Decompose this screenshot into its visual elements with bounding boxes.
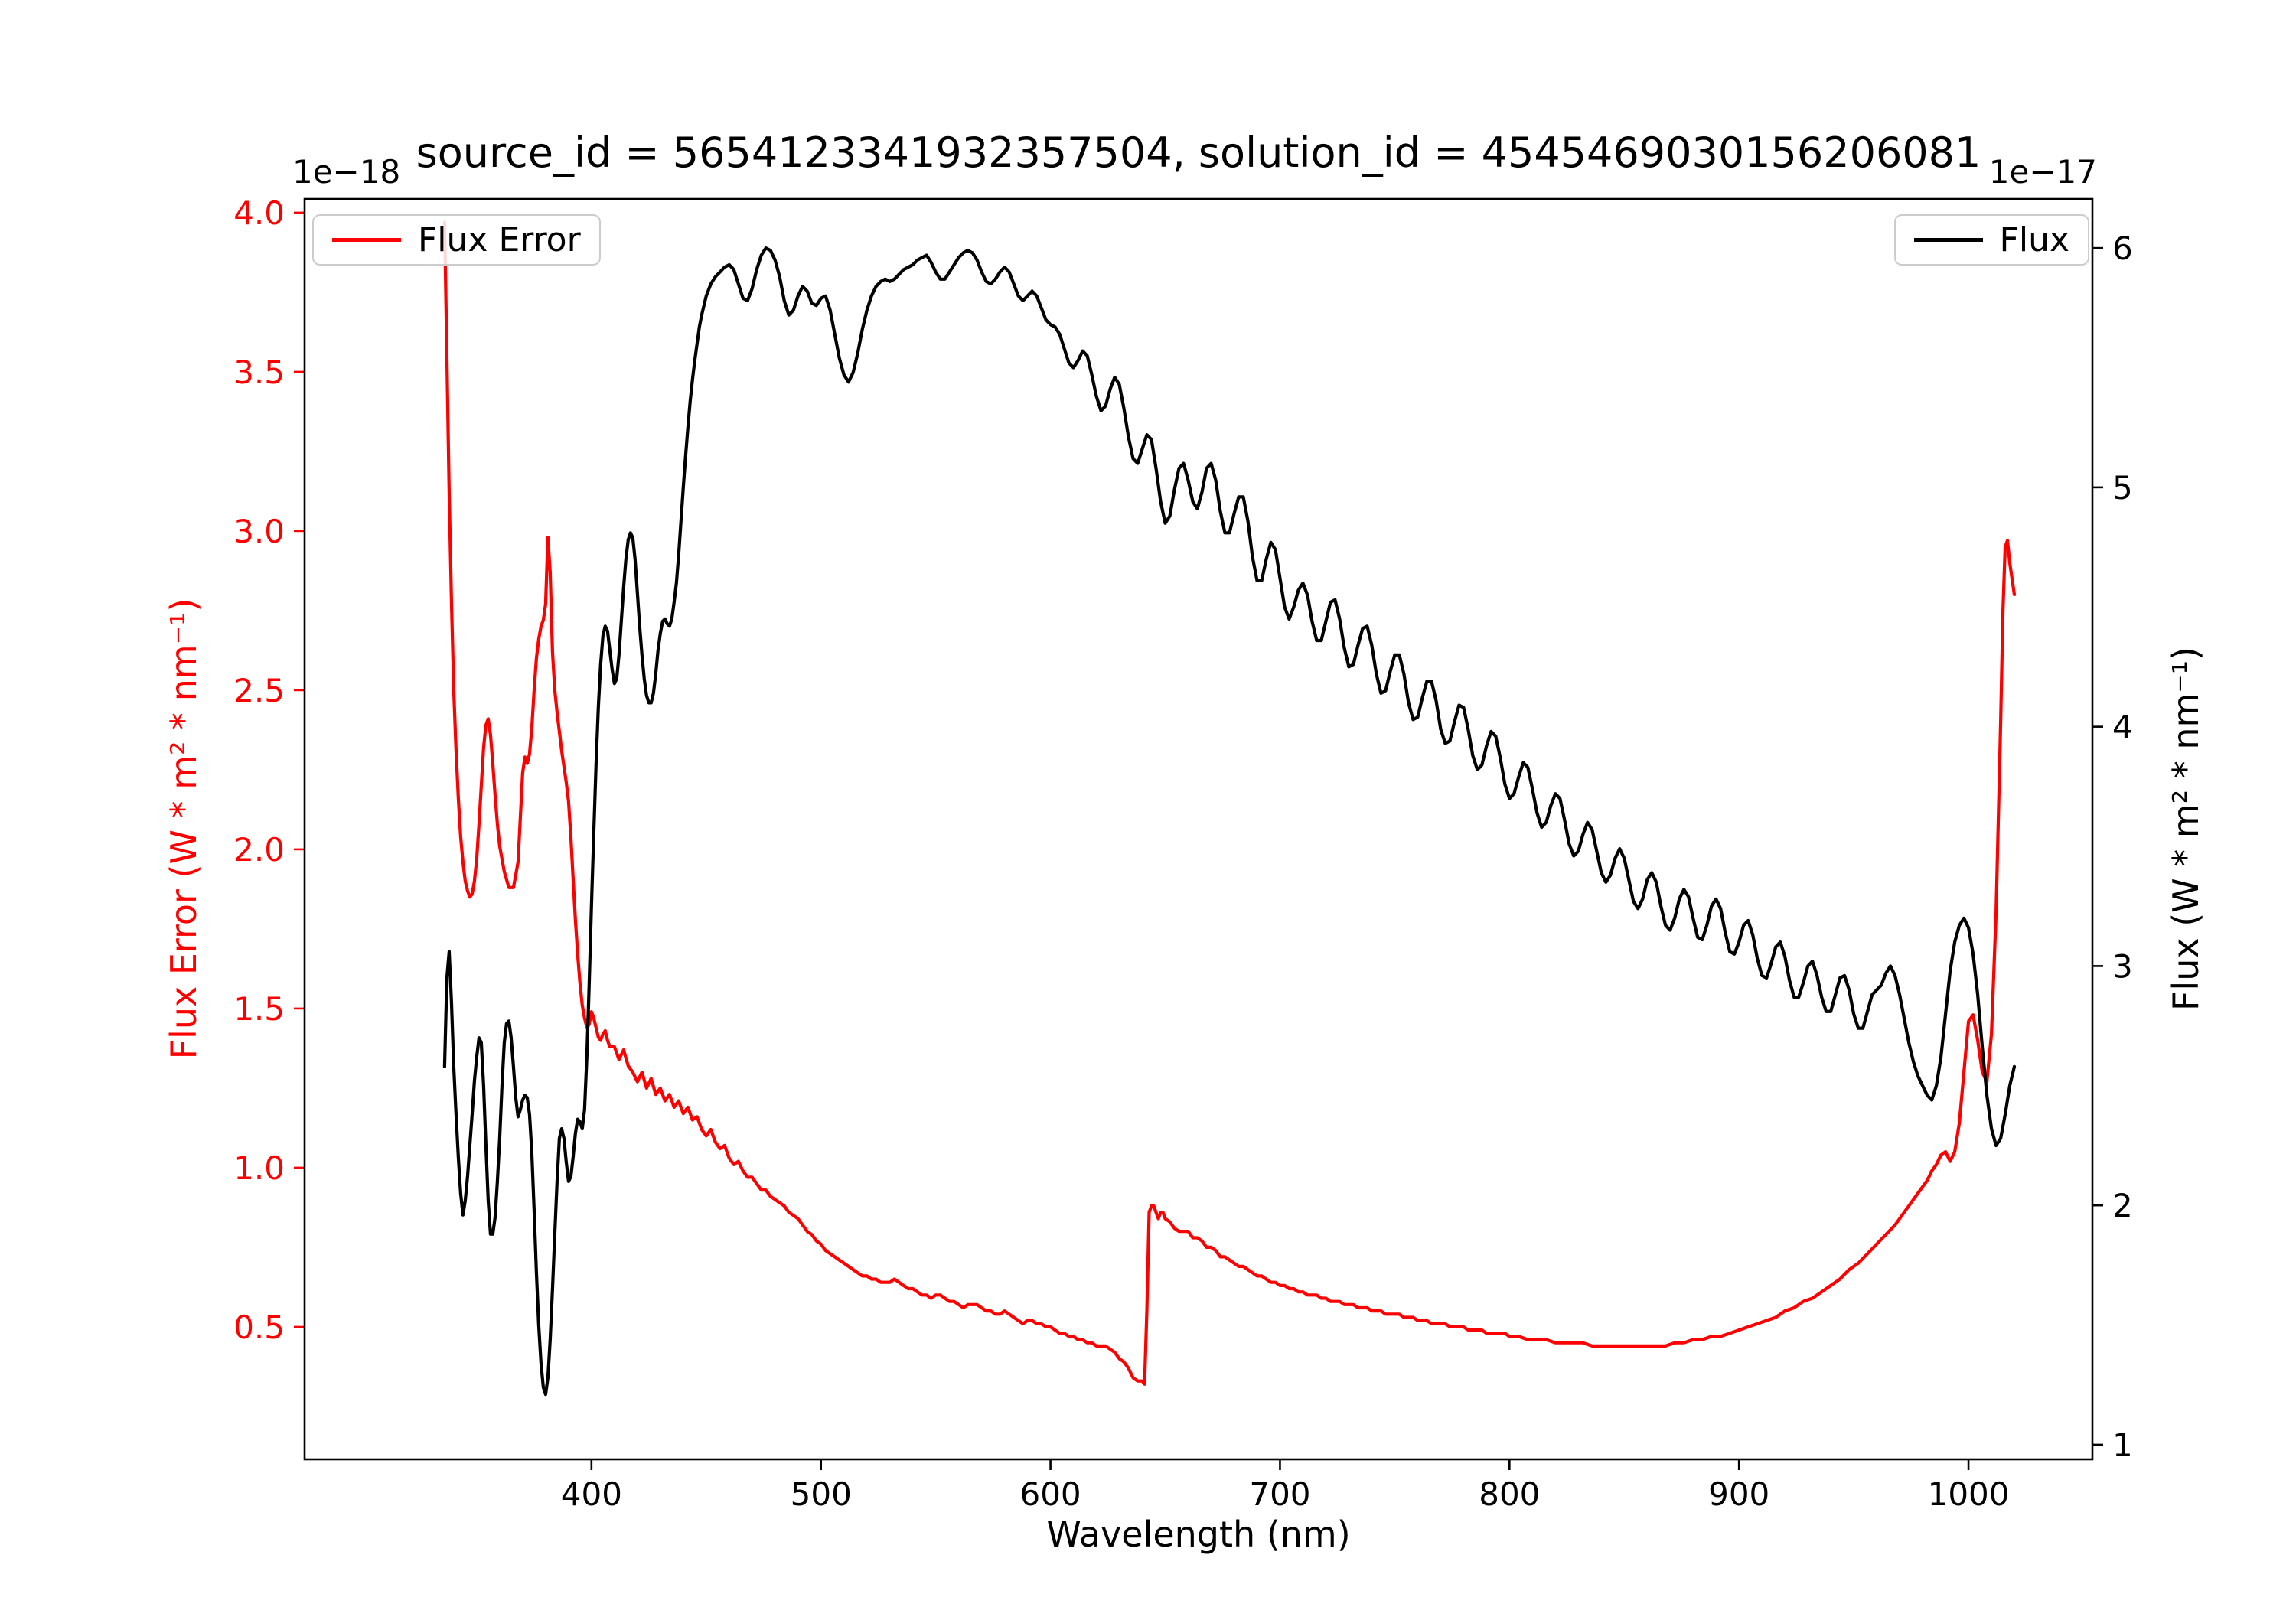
legend-flux-label: Flux bbox=[1999, 220, 2069, 259]
left-y-tick-label: 3.0 bbox=[233, 513, 285, 550]
right-y-tick-label: 1 bbox=[2112, 1426, 2133, 1464]
left-y-tick-label: 0.5 bbox=[233, 1309, 285, 1346]
plot-border bbox=[303, 197, 2094, 1461]
left-y-tick-label: 2.5 bbox=[233, 672, 285, 709]
flux-error-line bbox=[442, 220, 2017, 1386]
legend-flux-error-label: Flux Error bbox=[418, 220, 581, 259]
x-tick-label: 800 bbox=[1479, 1475, 1540, 1513]
x-tick-label: 700 bbox=[1249, 1475, 1310, 1513]
x-tick-label: 400 bbox=[561, 1475, 622, 1513]
flux-line-sample bbox=[1913, 238, 1983, 242]
x-tick-label: 500 bbox=[791, 1475, 852, 1513]
right-y-tick-label: 5 bbox=[2112, 469, 2133, 507]
legend-flux-error: Flux Error bbox=[312, 214, 601, 266]
right-y-tick-label: 2 bbox=[2112, 1187, 2133, 1224]
left-axis-offset-text: 1e−18 bbox=[292, 153, 401, 191]
left-y-tick-label: 4.0 bbox=[233, 194, 285, 232]
right-y-tick-label: 6 bbox=[2112, 230, 2133, 267]
chart-title: source_id = 5654123341932357504, solutio… bbox=[416, 129, 1981, 177]
legend-flux: Flux bbox=[1893, 214, 2089, 266]
left-y-tick-label: 1.5 bbox=[233, 990, 285, 1028]
x-tick-label: 900 bbox=[1708, 1475, 1769, 1513]
x-tick-label: 1000 bbox=[1928, 1475, 2010, 1513]
flux-error-line-sample bbox=[332, 238, 401, 242]
x-axis-label: Wavelength (nm) bbox=[1046, 1514, 1351, 1555]
right-y-tick-label: 3 bbox=[2112, 947, 2133, 985]
right-y-tick-label: 4 bbox=[2112, 709, 2133, 746]
x-tick-label: 600 bbox=[1019, 1475, 1081, 1513]
flux-line bbox=[442, 246, 2017, 1397]
left-y-tick-label: 3.5 bbox=[233, 354, 285, 391]
left-y-tick-label: 2.0 bbox=[233, 831, 285, 869]
right-axis-offset-text: 1e−17 bbox=[1988, 153, 2097, 191]
left-y-tick-label: 1.0 bbox=[233, 1149, 285, 1187]
